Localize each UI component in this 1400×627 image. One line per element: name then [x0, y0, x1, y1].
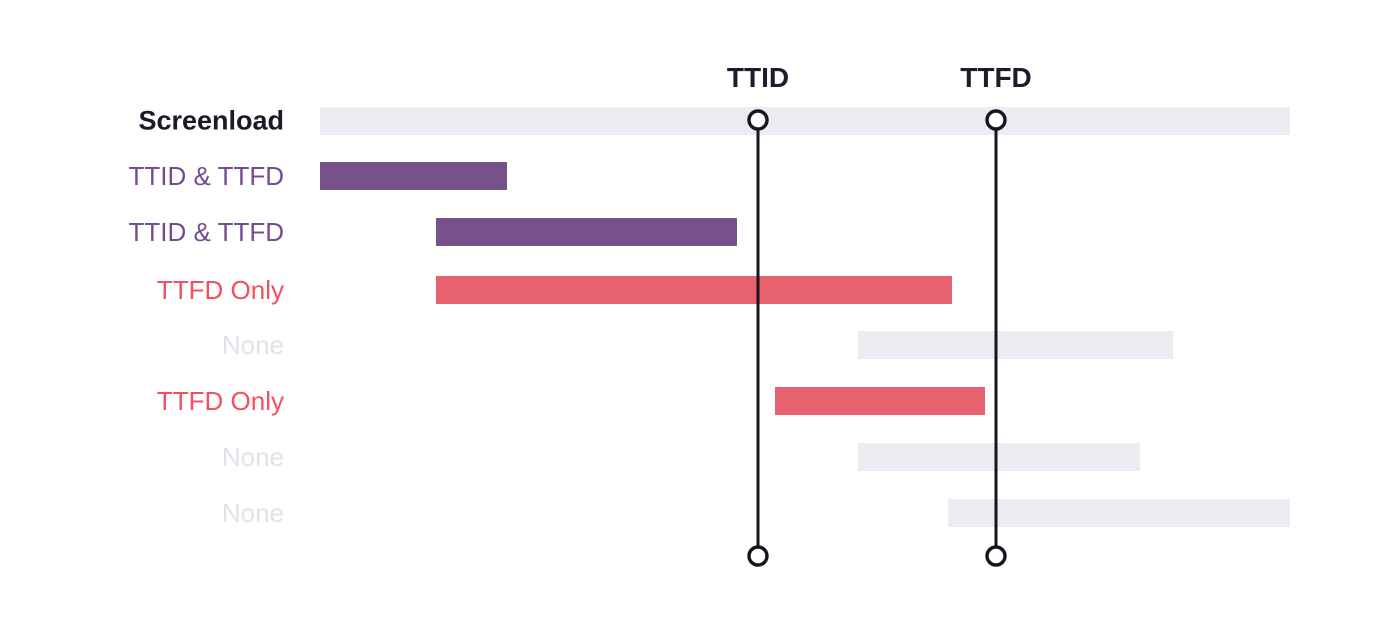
span-bar-ttid_ttfd — [436, 218, 737, 246]
span-bar-none — [948, 499, 1290, 527]
span-bar-screenload — [320, 107, 1290, 135]
row-label-none: None — [221, 330, 284, 360]
ttfd-top-circle — [985, 109, 1007, 131]
span-bar-ttfd_only — [436, 276, 952, 304]
ttid-marker-label: TTID — [726, 62, 790, 93]
ttfd-bottom-circle — [985, 545, 1007, 567]
row-label-screenload: Screenload — [138, 105, 284, 136]
row-label-ttid_ttfd: TTID & TTFD — [128, 217, 284, 247]
span-bar-ttfd_only — [775, 387, 985, 415]
row-label-none: None — [221, 442, 284, 472]
ttfd-marker-label: TTFD — [960, 62, 1032, 93]
span-bar-ttid_ttfd — [320, 162, 507, 190]
row-label-ttfd_only: TTFD Only — [156, 386, 284, 416]
row-label-none: None — [221, 498, 284, 528]
span-bar-none — [858, 443, 1140, 471]
row-label-ttfd_only: TTFD Only — [156, 275, 284, 305]
ttid-top-circle — [747, 109, 769, 131]
ttid-bottom-circle — [747, 545, 769, 567]
row-label-ttid_ttfd: TTID & TTFD — [128, 161, 284, 191]
span-bar-none — [858, 331, 1173, 359]
